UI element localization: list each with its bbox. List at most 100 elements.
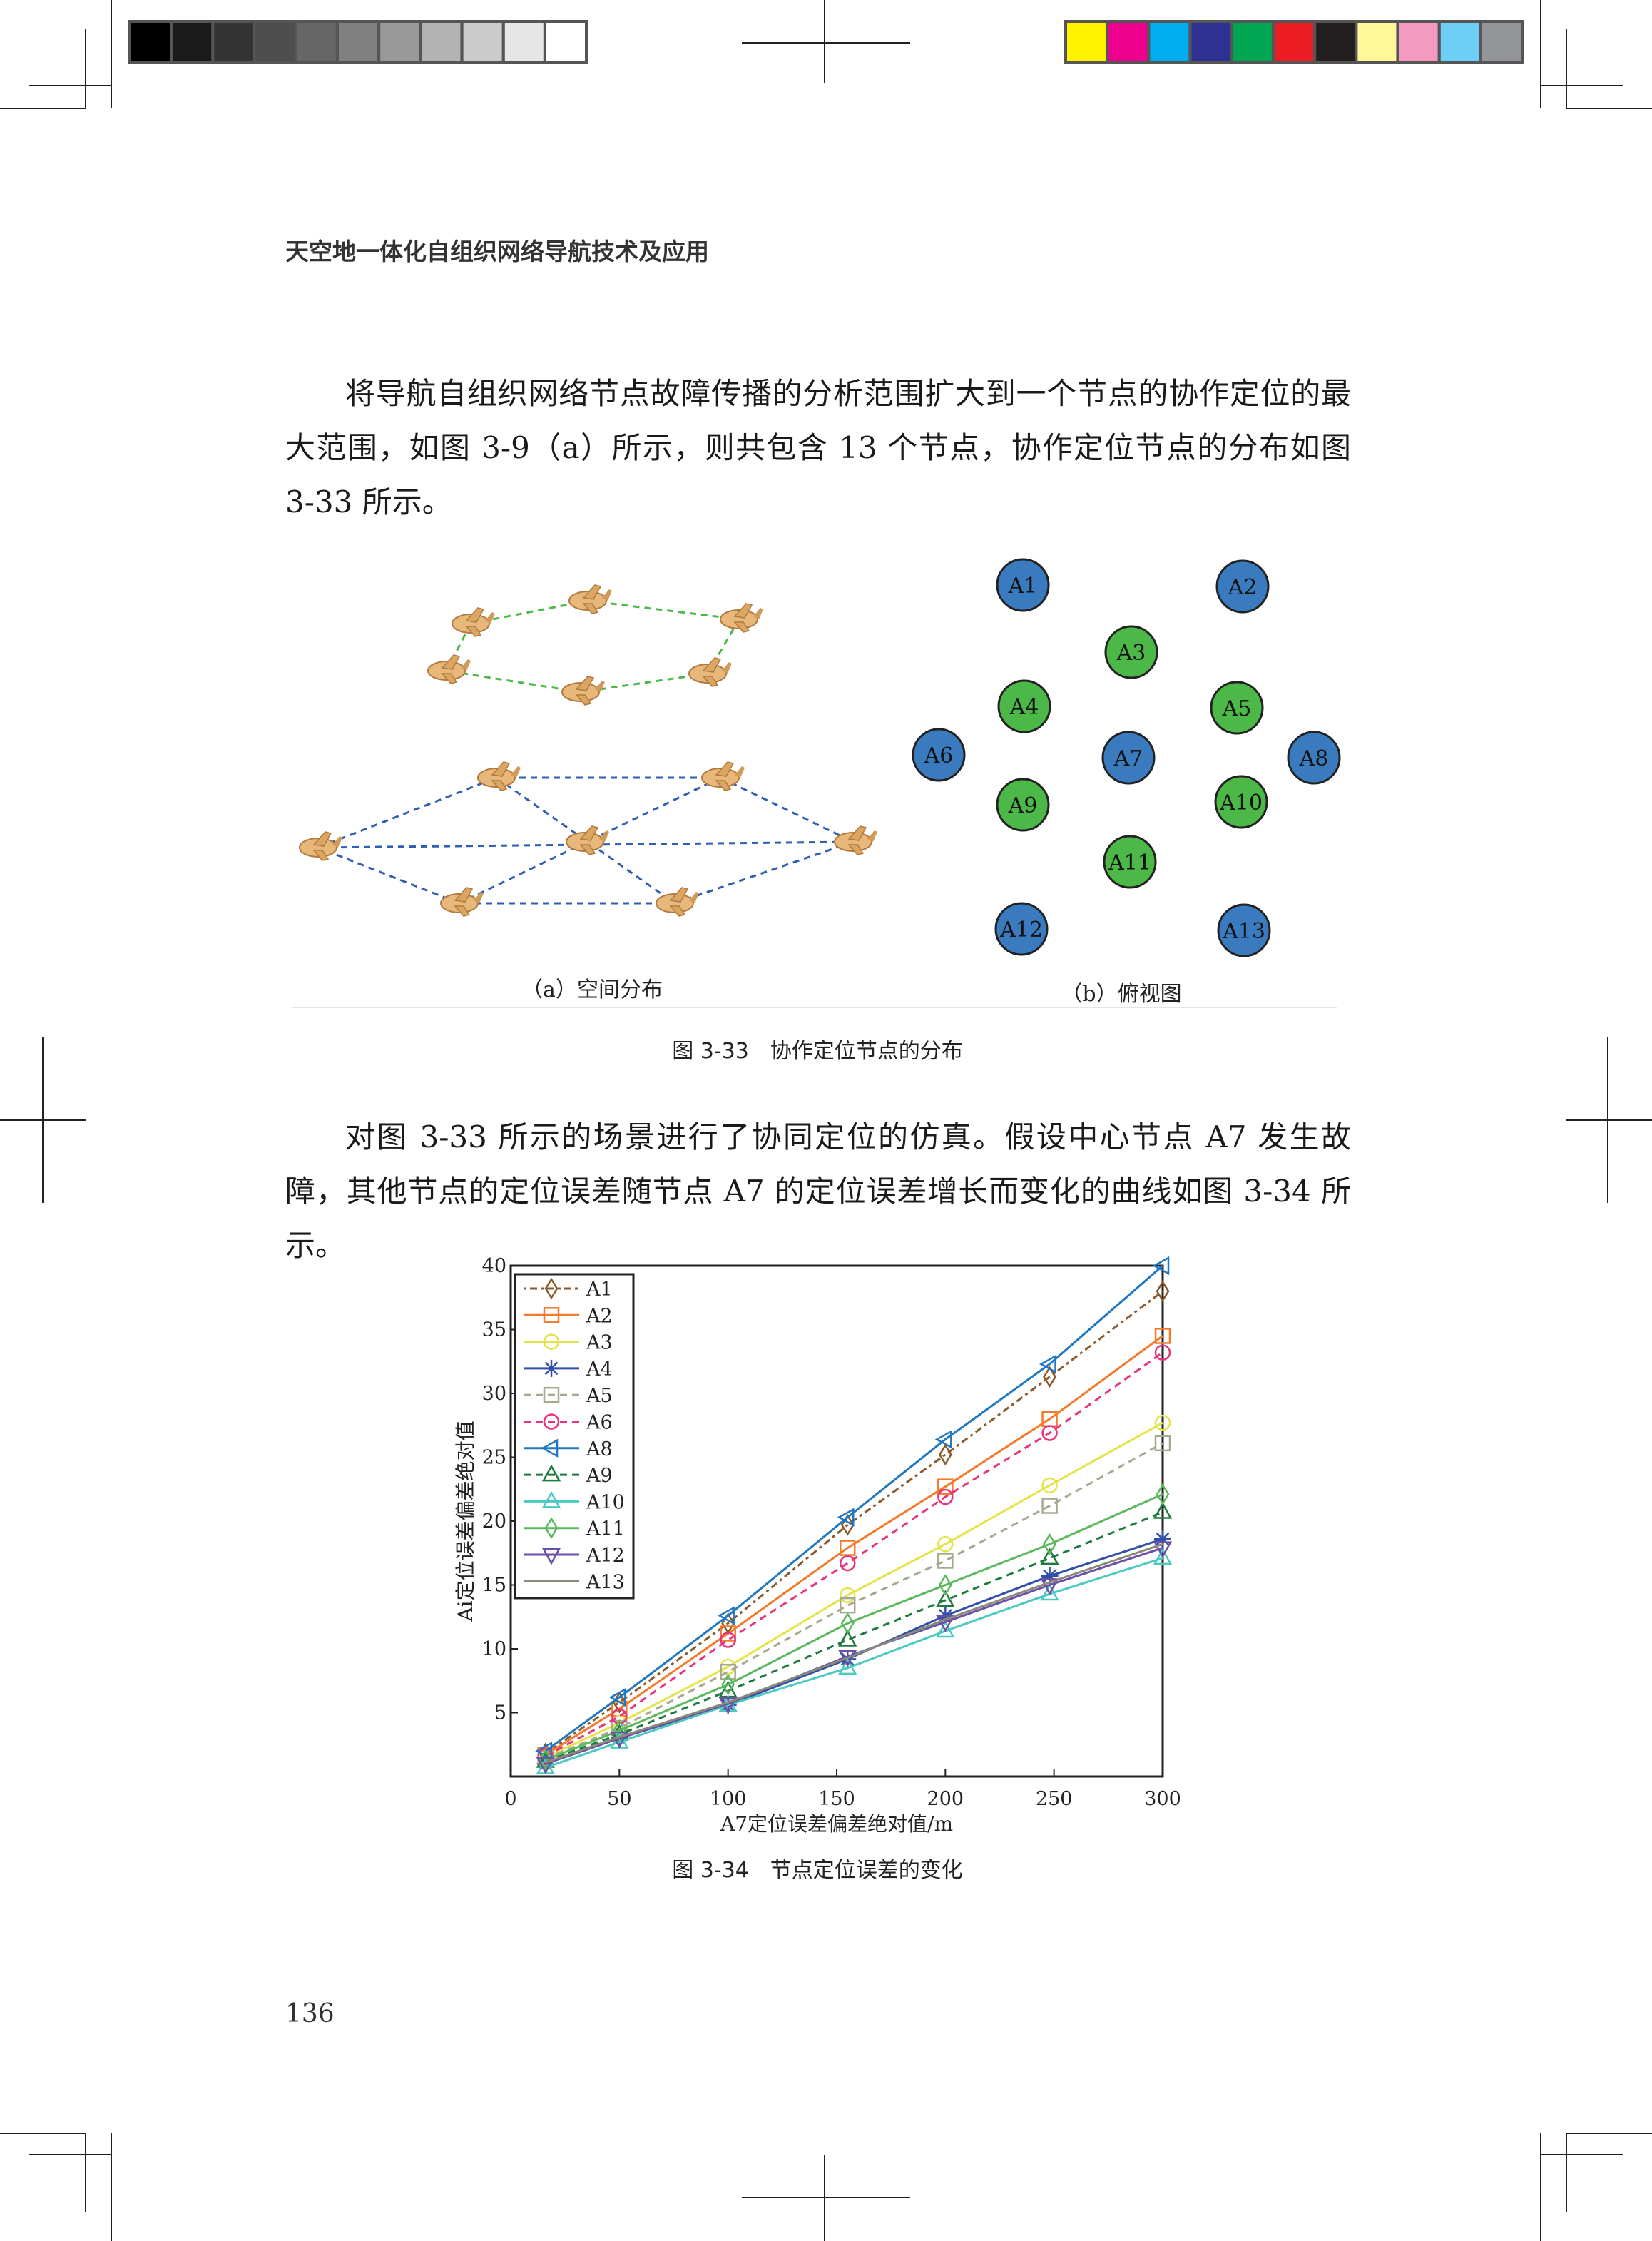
aircraft-icon <box>834 825 877 855</box>
legend-item: A6 <box>524 1412 613 1434</box>
y-tick-label: 35 <box>482 1319 506 1341</box>
aircraft-icon <box>452 607 495 637</box>
series-line <box>545 1493 1163 1762</box>
color-bar-swatch <box>1357 23 1397 61</box>
x-tick-label: 200 <box>927 1788 964 1810</box>
legend-marker <box>544 1517 559 1540</box>
series-a12 <box>536 1541 1173 1774</box>
data-point <box>1152 1256 1170 1276</box>
data-point <box>1039 1354 1056 1373</box>
legend-marker <box>541 1464 561 1482</box>
node-a10 <box>1214 775 1268 829</box>
figure-3-34-caption: 图 3-34 节点定位误差的变化 <box>672 1858 963 1883</box>
data-point <box>839 1555 856 1572</box>
data-point <box>839 1587 856 1604</box>
color-bar-swatch <box>1316 23 1355 61</box>
data-point <box>936 1620 955 1638</box>
legend-box <box>514 1273 635 1600</box>
data-point <box>539 1749 553 1772</box>
gray-scale-swatch <box>380 23 419 61</box>
x-tick-label: 150 <box>818 1788 855 1810</box>
node-a7 <box>1101 731 1156 785</box>
node-a1 <box>996 558 1050 612</box>
color-calibration-bars <box>128 20 1524 64</box>
color-bar-swatch <box>1067 23 1106 61</box>
x-axis-label: A7定位误差偏差绝对值/m <box>720 1812 953 1836</box>
y-tick-label: 5 <box>494 1702 506 1724</box>
x-tick-label: 300 <box>1144 1788 1181 1810</box>
data-point <box>720 1632 736 1648</box>
figure-top-view: A1 A2 A3 A4 A5 A6 A7 A8 A9 A10 A11 A12 A13 <box>912 558 1341 957</box>
data-point <box>840 1513 855 1536</box>
data-point <box>838 1657 857 1675</box>
data-point <box>1043 1366 1057 1388</box>
node-label: A8 <box>1299 746 1329 771</box>
aircraft-icon <box>701 761 745 791</box>
node-a11 <box>1103 835 1157 889</box>
legend-marker <box>544 1277 559 1300</box>
data-point <box>1153 1541 1173 1559</box>
data-point <box>937 1478 954 1495</box>
legend-label: A1 <box>586 1279 613 1301</box>
data-point <box>721 1673 735 1696</box>
gray-scale-swatch <box>214 23 253 61</box>
gray-scale-swatch <box>504 23 544 61</box>
legend-label: A13 <box>586 1571 625 1593</box>
data-point <box>1041 1498 1058 1514</box>
upper-layer-link <box>446 669 581 693</box>
data-point <box>937 1488 954 1505</box>
node-a9 <box>996 778 1050 832</box>
legend-label: A12 <box>586 1545 625 1567</box>
node-a4 <box>997 679 1051 733</box>
lower-layer-link <box>317 776 497 849</box>
upper-layer-link <box>445 623 472 671</box>
data-point <box>936 1590 955 1607</box>
data-point <box>838 1650 857 1667</box>
aircraft-icon <box>720 603 763 633</box>
aircraft-icon <box>688 657 732 687</box>
aircraft-icon <box>427 654 471 684</box>
data-point <box>838 1629 857 1647</box>
page-number: 136 <box>285 1999 335 2028</box>
data-point <box>840 1612 855 1635</box>
color-bar-swatch <box>1108 23 1148 61</box>
legend-item: A2 <box>524 1305 613 1327</box>
node-a6 <box>912 728 966 782</box>
legend-item: A3 <box>524 1332 613 1354</box>
figure-spatial-distribution <box>299 584 877 917</box>
aircraft-icon <box>566 825 609 855</box>
y-axis-label: Ai定位误差偏差绝对值 <box>454 1421 477 1622</box>
node-a2 <box>1215 559 1270 614</box>
node-a3 <box>1104 625 1158 679</box>
legend-marker <box>541 1438 559 1458</box>
legend-marker <box>543 1413 560 1430</box>
data-point <box>1040 1583 1059 1601</box>
legend-item: A8 <box>524 1438 613 1460</box>
aircraft-icon <box>568 584 612 614</box>
legend-label: A2 <box>586 1305 613 1327</box>
series-line <box>545 1543 1163 1764</box>
data-point <box>1153 1501 1173 1519</box>
node-label: A4 <box>1009 695 1039 720</box>
series-a13 <box>545 1543 1163 1764</box>
legend-label: A10 <box>586 1491 625 1513</box>
data-point <box>1154 1414 1171 1431</box>
data-point <box>1040 1548 1059 1565</box>
gray-scale-swatch <box>339 23 377 61</box>
data-point <box>536 1757 555 1774</box>
data-point <box>720 1625 736 1642</box>
legend-label: A4 <box>586 1358 613 1381</box>
body-paragraph-1: 将导航自组织网络节点故障传播的分析范围扩大到一个节点的协作定位的最大范围，如图 … <box>285 376 1351 519</box>
color-bar-swatch <box>1482 23 1521 61</box>
node-label: A7 <box>1113 746 1143 771</box>
data-point <box>1154 1328 1171 1344</box>
y-tick-label: 25 <box>482 1447 506 1469</box>
node-label: A1 <box>1008 574 1038 599</box>
x-tick-label: 50 <box>607 1788 631 1810</box>
node-label: A5 <box>1222 696 1252 721</box>
node-label: A2 <box>1228 575 1258 600</box>
aircraft-icon <box>656 887 699 917</box>
data-point <box>1041 1425 1058 1441</box>
node-label: A10 <box>1219 791 1263 815</box>
